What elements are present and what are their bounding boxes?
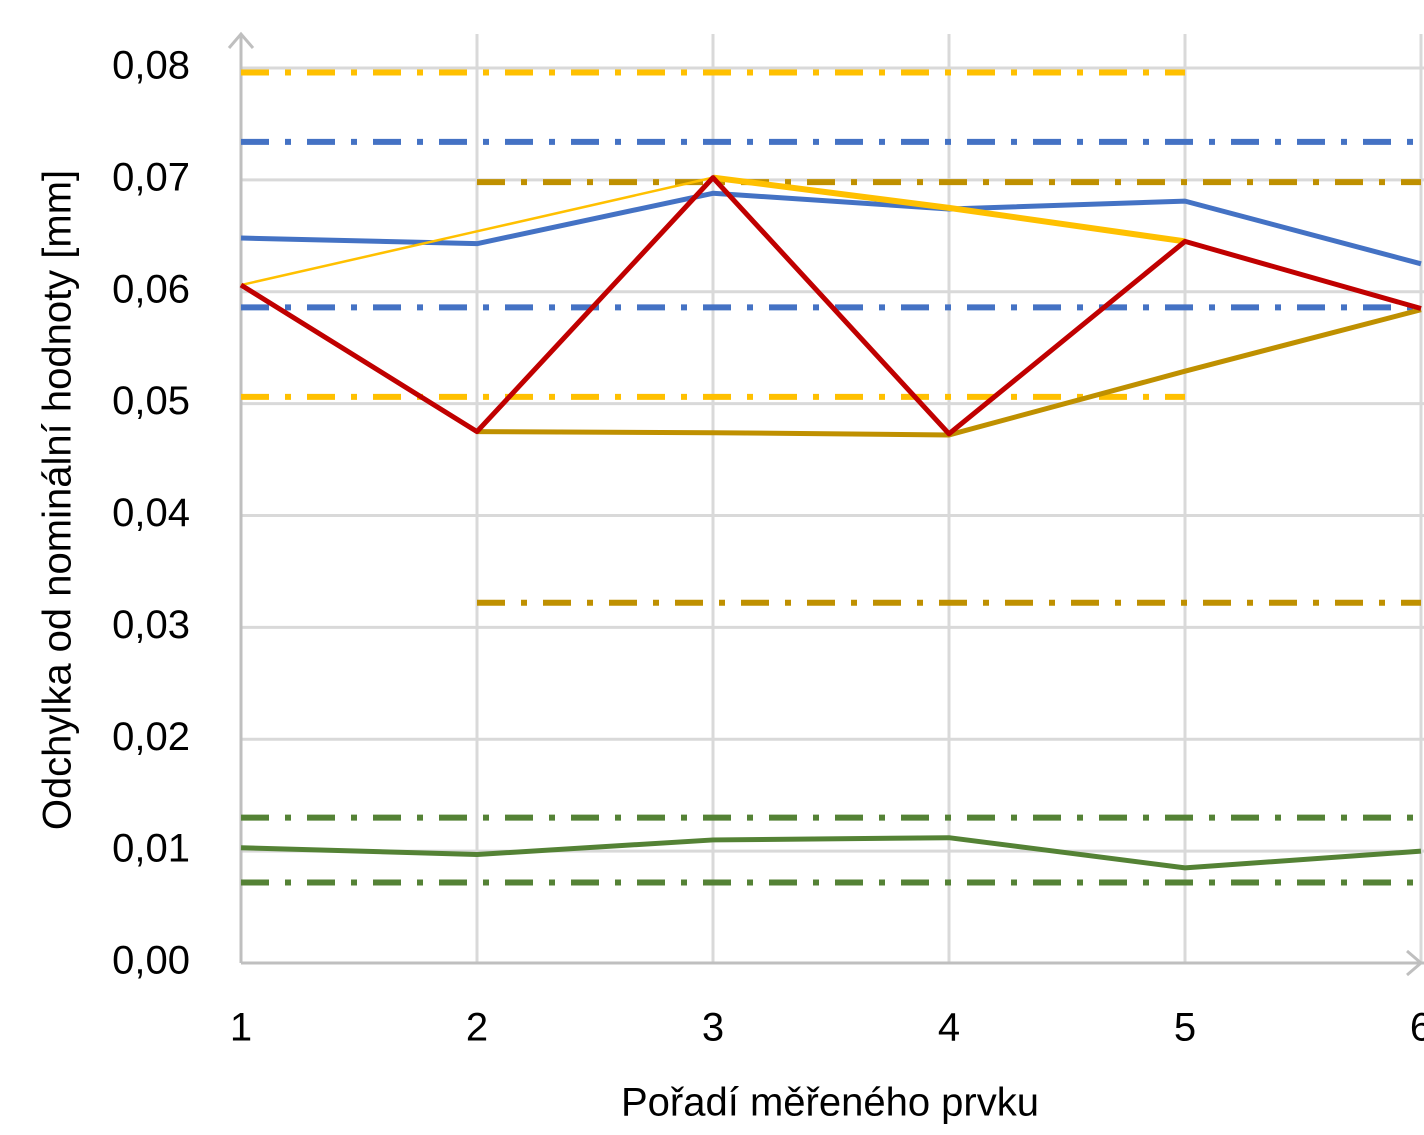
x-axis bbox=[241, 949, 1424, 977]
y-axis-label: Odchylka od nominální hodnoty [mm] bbox=[36, 170, 80, 830]
y-tick-label: 0,04 bbox=[112, 491, 190, 535]
x-tick-label: 3 bbox=[702, 1006, 724, 1050]
y-tick-label: 0,00 bbox=[112, 939, 190, 983]
y-tick-label: 0,07 bbox=[112, 155, 190, 199]
grid bbox=[241, 34, 1424, 963]
y-tick-label: 0,02 bbox=[112, 715, 190, 759]
series-line bbox=[240, 835, 1422, 871]
x-tick-label: 6 bbox=[1410, 1006, 1424, 1050]
x-tick-label: 5 bbox=[1174, 1006, 1196, 1050]
x-tick-label: 1 bbox=[230, 1006, 252, 1050]
y-tick-label: 0,08 bbox=[112, 44, 190, 88]
y-tick-label: 0,03 bbox=[112, 603, 190, 647]
x-tick-label: 4 bbox=[938, 1006, 960, 1050]
y-tick-label: 0,05 bbox=[112, 379, 190, 423]
series-line bbox=[239, 175, 1422, 437]
lines bbox=[239, 69, 1422, 886]
y-tick-label: 0,06 bbox=[112, 267, 190, 311]
series-line bbox=[712, 174, 1186, 245]
y-axis bbox=[227, 31, 255, 963]
series-line bbox=[240, 176, 714, 287]
series-line bbox=[240, 190, 1422, 267]
x-axis-label: Pořadí měřeného prvku bbox=[621, 1081, 1039, 1125]
y-tick-label: 0,01 bbox=[112, 827, 190, 871]
x-tick-label: 2 bbox=[466, 1006, 488, 1050]
